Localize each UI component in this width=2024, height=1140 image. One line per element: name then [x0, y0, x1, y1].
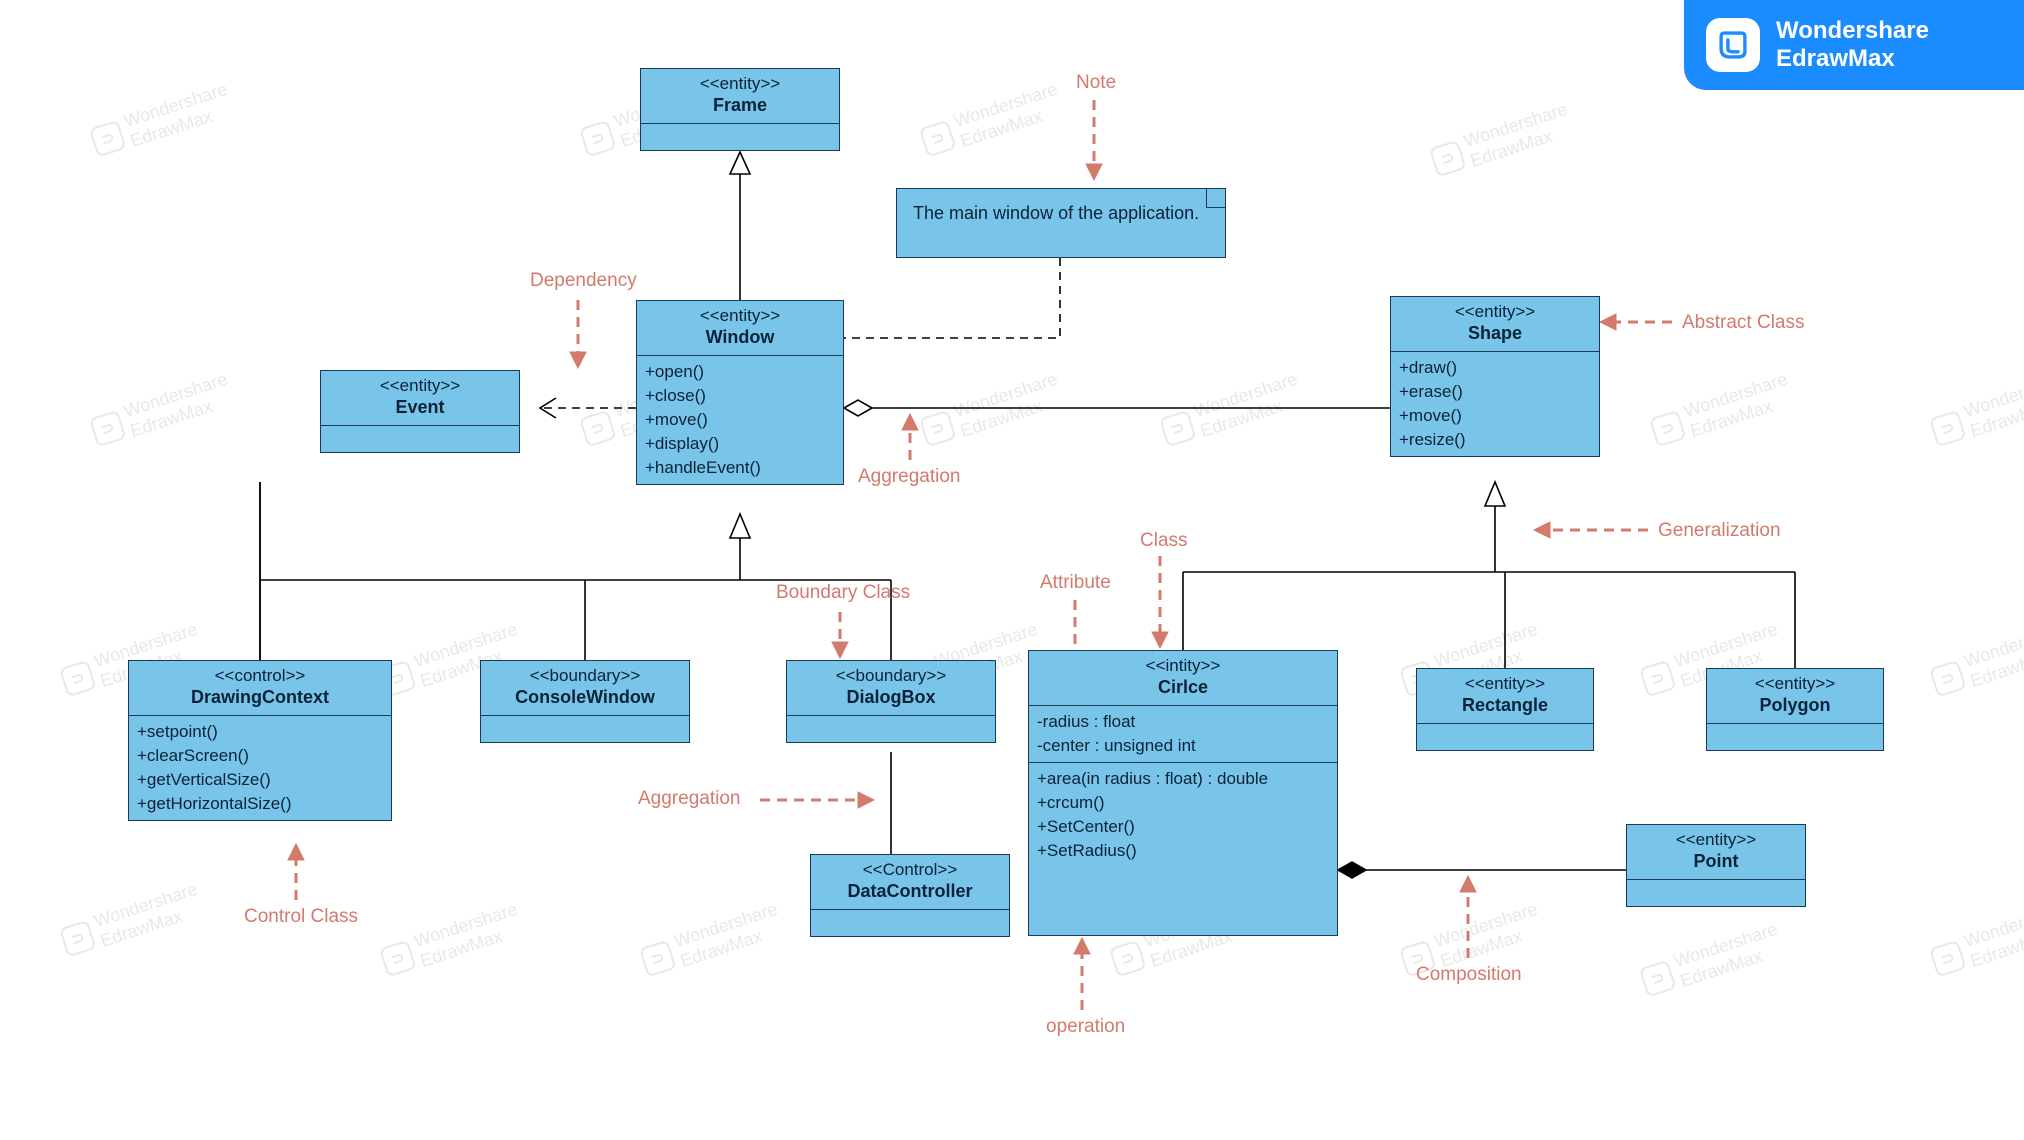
annot-boundary-class: Boundary Class: [776, 582, 910, 604]
annot-note: Note: [1076, 72, 1116, 94]
annot-class: Class: [1140, 530, 1188, 552]
brand-logo-icon: [1706, 18, 1760, 72]
annot-aggregation-bottom: Aggregation: [638, 788, 740, 810]
class-window[interactable]: <<entity>>Window +open() +close() +move(…: [636, 300, 844, 485]
class-frame[interactable]: <<entity>>Frame: [640, 68, 840, 151]
class-event[interactable]: <<entity>>Event: [320, 370, 520, 453]
class-drawingcontext[interactable]: <<control>>DrawingContext +setpoint() +c…: [128, 660, 392, 821]
annot-attribute: Attribute: [1040, 572, 1111, 594]
annot-dependency: Dependency: [530, 270, 637, 292]
annot-generalization: Generalization: [1658, 520, 1781, 542]
annot-aggregation-top: Aggregation: [858, 466, 960, 488]
uml-note[interactable]: The main window of the application.: [896, 188, 1226, 258]
class-circle[interactable]: <<intity>>Cirlce -radius : float -center…: [1028, 650, 1338, 936]
class-datacontroller[interactable]: <<Control>>DataController: [810, 854, 1010, 937]
class-shape[interactable]: <<entity>>Shape +draw() +erase() +move()…: [1390, 296, 1600, 457]
class-dialogbox[interactable]: <<boundary>>DialogBox: [786, 660, 996, 743]
connectors: [0, 0, 2024, 1140]
annot-abstract-class: Abstract Class: [1682, 312, 1804, 334]
class-point[interactable]: <<entity>>Point: [1626, 824, 1806, 907]
class-rectangle[interactable]: <<entity>>Rectangle: [1416, 668, 1594, 751]
brand-text: Wondershare EdrawMax: [1776, 17, 1929, 72]
annot-control-class: Control Class: [244, 906, 358, 928]
annot-composition: Composition: [1416, 964, 1522, 986]
annot-operation: operation: [1046, 1016, 1125, 1038]
diagram-canvas: ⊃WondershareEdrawMax ⊃WondershareEdrawMa…: [0, 0, 2024, 1140]
class-consolewindow[interactable]: <<boundary>>ConsoleWindow: [480, 660, 690, 743]
class-polygon[interactable]: <<entity>>Polygon: [1706, 668, 1884, 751]
brand-badge: Wondershare EdrawMax: [1684, 0, 2024, 90]
note-text: The main window of the application.: [913, 203, 1199, 223]
